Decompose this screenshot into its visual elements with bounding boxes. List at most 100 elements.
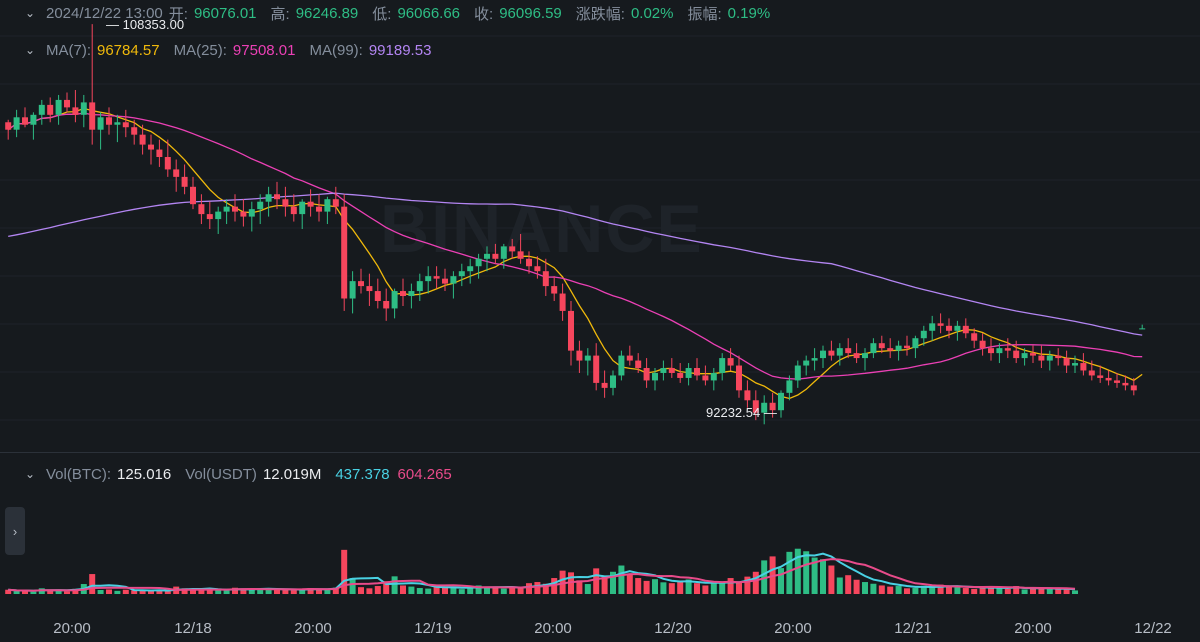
- close-value: 96096.59: [499, 4, 562, 22]
- volume-bar: [181, 588, 188, 594]
- volume-bar: [316, 588, 322, 594]
- candle-down: [5, 122, 12, 130]
- volume-bar: [30, 591, 37, 594]
- volume-bar: [937, 584, 944, 594]
- volume-bar: [391, 576, 398, 594]
- high-price-marker-value: 108353.00: [122, 17, 185, 32]
- volume-bar: [786, 551, 793, 594]
- candle-up: [391, 291, 398, 309]
- vol-btc-label: Vol(BTC):: [46, 465, 112, 483]
- volume-bar: [47, 589, 54, 594]
- volume-bar: [979, 586, 986, 594]
- ma25-line: [7, 112, 1143, 380]
- candle-down: [240, 211, 247, 217]
- volume-bar: [643, 580, 650, 594]
- candle-down: [64, 99, 70, 108]
- low-price-marker-value: 92232.54: [706, 405, 761, 420]
- volume-bar: [853, 579, 860, 594]
- candle-up: [929, 323, 936, 331]
- chevron-down-icon[interactable]: ⌄: [24, 6, 36, 20]
- volume-bar: [416, 588, 423, 594]
- volume-bar: [509, 587, 516, 594]
- candle-up: [500, 246, 507, 259]
- time-axis-label: 20:00: [1014, 620, 1052, 637]
- volume-bar: [131, 590, 138, 594]
- candle-up: [584, 355, 591, 361]
- candle-up: [475, 258, 482, 267]
- volume-bar: [89, 574, 96, 594]
- candle-down: [1114, 380, 1120, 383]
- candle-up: [80, 102, 87, 115]
- volume-bar: [551, 578, 558, 594]
- volume-bar: [408, 586, 415, 594]
- volume-bar: [719, 582, 726, 594]
- candle-up: [895, 345, 902, 351]
- volume-bar: [971, 588, 978, 594]
- candle-down: [1097, 375, 1104, 378]
- volume-bar: [1063, 589, 1070, 594]
- volume-bar: [1004, 588, 1011, 594]
- grid-lines: [0, 35, 1200, 421]
- candle-down: [122, 122, 129, 128]
- volume-bar: [601, 576, 608, 594]
- candle-down: [727, 358, 734, 366]
- candle-down: [1038, 355, 1045, 361]
- candle-down: [173, 169, 180, 177]
- candle-up: [761, 402, 768, 413]
- volume-bar: [727, 578, 734, 594]
- volume-bar: [811, 557, 818, 594]
- time-axis-label: 12/20: [654, 620, 692, 637]
- candle-down: [626, 355, 633, 361]
- volume-bar: [996, 588, 1003, 594]
- vol-btc-value: 125.016: [117, 465, 172, 483]
- candle-down: [1080, 363, 1087, 371]
- pane-divider: [0, 452, 1200, 453]
- volume-bar: [400, 585, 406, 594]
- volume-bar: [988, 587, 994, 594]
- candle-down: [374, 291, 381, 301]
- volume-bar: [190, 589, 196, 594]
- candle-down: [736, 365, 742, 391]
- volume-ma1-line: [8, 552, 1076, 592]
- candle-down: [517, 251, 524, 259]
- low-label: 低:: [372, 5, 392, 23]
- volume-bar: [736, 582, 742, 594]
- candle-down: [206, 214, 213, 220]
- candles: [5, 24, 1146, 425]
- ma99-value: 99189.53: [368, 41, 432, 59]
- candle-down: [190, 186, 196, 205]
- volume-bar: [72, 588, 79, 594]
- candle-down: [332, 199, 339, 207]
- volume-bar: [576, 580, 583, 594]
- volume-bar: [660, 582, 667, 594]
- candle-down: [72, 107, 79, 115]
- candle-down: [1088, 370, 1095, 376]
- expand-panel-button[interactable]: ›: [5, 507, 25, 555]
- candle-down: [551, 286, 558, 294]
- volume-bar: [559, 570, 566, 594]
- volume-bar: [114, 590, 121, 594]
- time-axis-label: 12/21: [894, 620, 932, 637]
- candle-down: [274, 194, 280, 200]
- chevron-down-icon[interactable]: ⌄: [24, 467, 36, 481]
- candle-up: [912, 338, 919, 349]
- candle-down: [433, 276, 440, 279]
- high-price-marker: — 108353.00: [106, 17, 185, 32]
- vol-usdt-value: 12.019M: [262, 465, 322, 483]
- volume-bar: [198, 589, 205, 594]
- volume-bar: [677, 582, 684, 594]
- volume-bar: [232, 587, 238, 594]
- high-value: 96246.89: [295, 4, 359, 22]
- volume-bar: [425, 588, 432, 594]
- ma25-label: MA(25):: [173, 41, 227, 59]
- volume-bar: [55, 590, 62, 594]
- candle-up: [97, 117, 104, 130]
- volume-bar: [1072, 590, 1078, 594]
- time-axis-label: 12/19: [414, 620, 452, 637]
- chevron-down-icon[interactable]: ⌄: [24, 43, 36, 57]
- candle-down: [282, 199, 289, 207]
- candle-up: [719, 358, 726, 373]
- candle-down: [1122, 382, 1129, 386]
